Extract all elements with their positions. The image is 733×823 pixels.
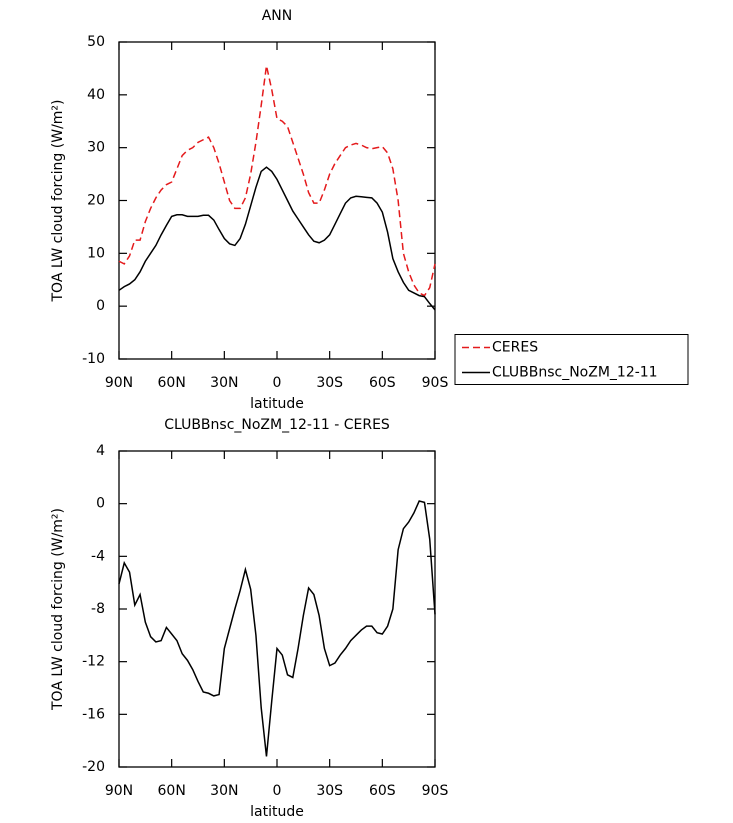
x-tick-label: 60N <box>158 783 186 799</box>
y-tick-label: 20 <box>87 193 105 209</box>
x-tick-label: 60S <box>369 375 396 391</box>
y-tick-label: 10 <box>87 245 105 261</box>
x-tick-label: 30S <box>316 375 343 391</box>
y-tick-label: 30 <box>87 140 105 156</box>
y-tick-label: 0 <box>96 298 105 314</box>
x-tick-label: 30N <box>210 783 238 799</box>
y-tick-label: 40 <box>87 87 105 103</box>
x-tick-label: 90S <box>422 375 449 391</box>
y-tick-label: -4 <box>91 548 105 564</box>
y-tick-label: -12 <box>82 654 105 670</box>
y-tick-label: 50 <box>87 34 105 50</box>
x-tick-label: 90N <box>105 375 133 391</box>
chart-title: ANN <box>262 8 293 24</box>
x-tick-label: 60N <box>158 375 186 391</box>
legend-box <box>454 334 689 385</box>
chart-title: CLUBBnsc_NoZM_12-11 - CERES <box>164 417 390 433</box>
y-axis-label: TOA LW cloud forcing (W/m²) <box>50 508 66 711</box>
legend-label: CERES <box>492 340 538 356</box>
x-axis-label: latitude <box>250 804 304 820</box>
plot-frame <box>118 41 436 360</box>
y-axis-label: TOA LW cloud forcing (W/m²) <box>50 100 66 303</box>
legend-label: CLUBBnsc_NoZM_12-11 <box>492 365 658 381</box>
y-tick-label: 4 <box>96 443 105 459</box>
x-tick-label: 0 <box>273 375 282 391</box>
x-tick-label: 30S <box>316 783 343 799</box>
y-tick-label: 0 <box>96 496 105 512</box>
y-tick-label: -8 <box>91 601 105 617</box>
x-tick-label: 90N <box>105 783 133 799</box>
data-line <box>118 65 436 297</box>
x-tick-label: 30N <box>210 375 238 391</box>
y-tick-label: -10 <box>82 351 105 367</box>
data-line <box>118 166 436 311</box>
plot-frame <box>118 450 436 768</box>
x-tick-label: 0 <box>273 783 282 799</box>
x-axis-label: latitude <box>250 396 304 412</box>
x-tick-label: 90S <box>422 783 449 799</box>
data-line <box>118 500 436 757</box>
x-tick-label: 60S <box>369 783 396 799</box>
y-tick-label: -16 <box>82 706 105 722</box>
y-tick-label: -20 <box>82 759 105 775</box>
